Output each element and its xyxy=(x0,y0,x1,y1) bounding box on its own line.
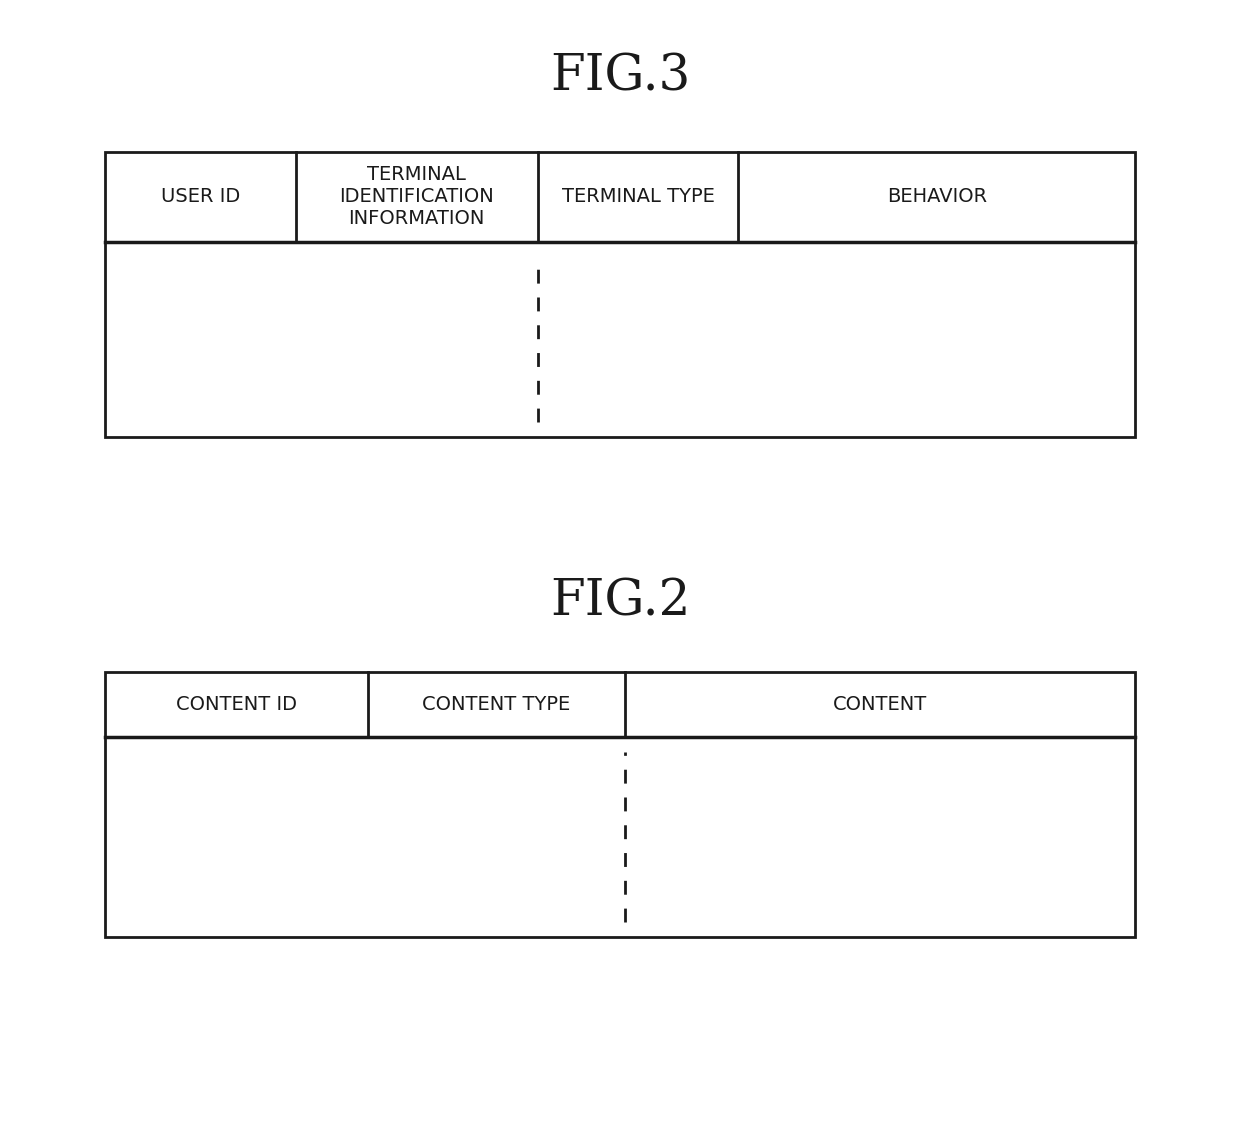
Text: CONTENT ID: CONTENT ID xyxy=(176,695,296,714)
Bar xyxy=(105,152,1135,437)
Text: FIG.3: FIG.3 xyxy=(549,52,691,102)
Text: FIG.2: FIG.2 xyxy=(549,577,691,627)
Bar xyxy=(105,672,1135,937)
Text: CONTENT: CONTENT xyxy=(833,695,928,714)
Text: BEHAVIOR: BEHAVIOR xyxy=(887,188,987,206)
Text: TERMINAL
IDENTIFICATION
INFORMATION: TERMINAL IDENTIFICATION INFORMATION xyxy=(340,165,494,229)
Text: USER ID: USER ID xyxy=(161,188,239,206)
Text: TERMINAL TYPE: TERMINAL TYPE xyxy=(562,188,714,206)
Text: CONTENT TYPE: CONTENT TYPE xyxy=(423,695,570,714)
